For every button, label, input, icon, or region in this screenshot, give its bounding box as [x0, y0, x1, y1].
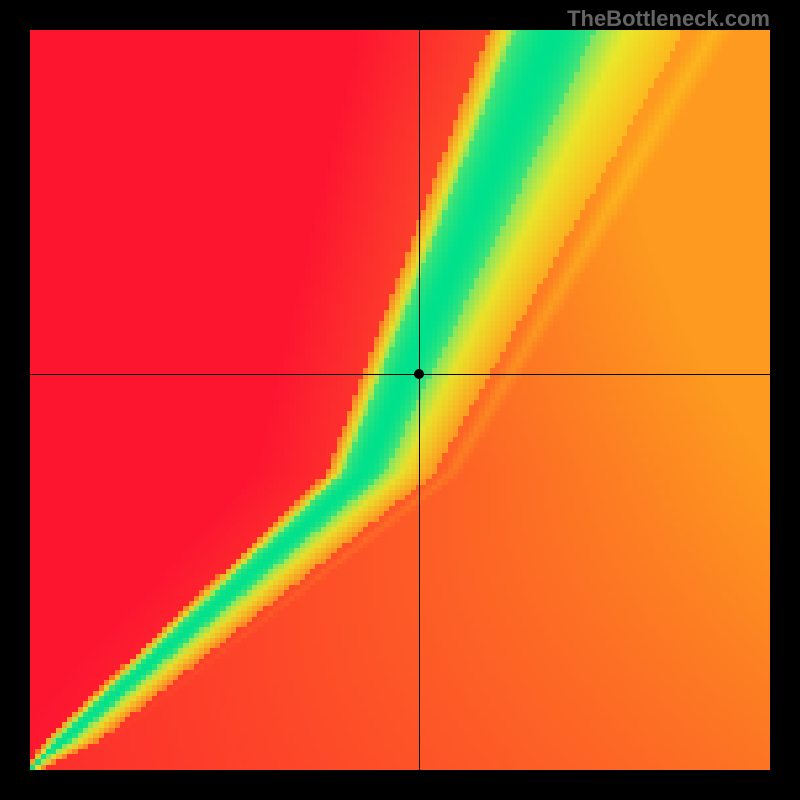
chart-root: TheBottleneck.com — [0, 0, 800, 800]
watermark-text: TheBottleneck.com — [567, 6, 770, 32]
heatmap-canvas — [30, 30, 770, 770]
heatmap-plot — [30, 30, 770, 770]
